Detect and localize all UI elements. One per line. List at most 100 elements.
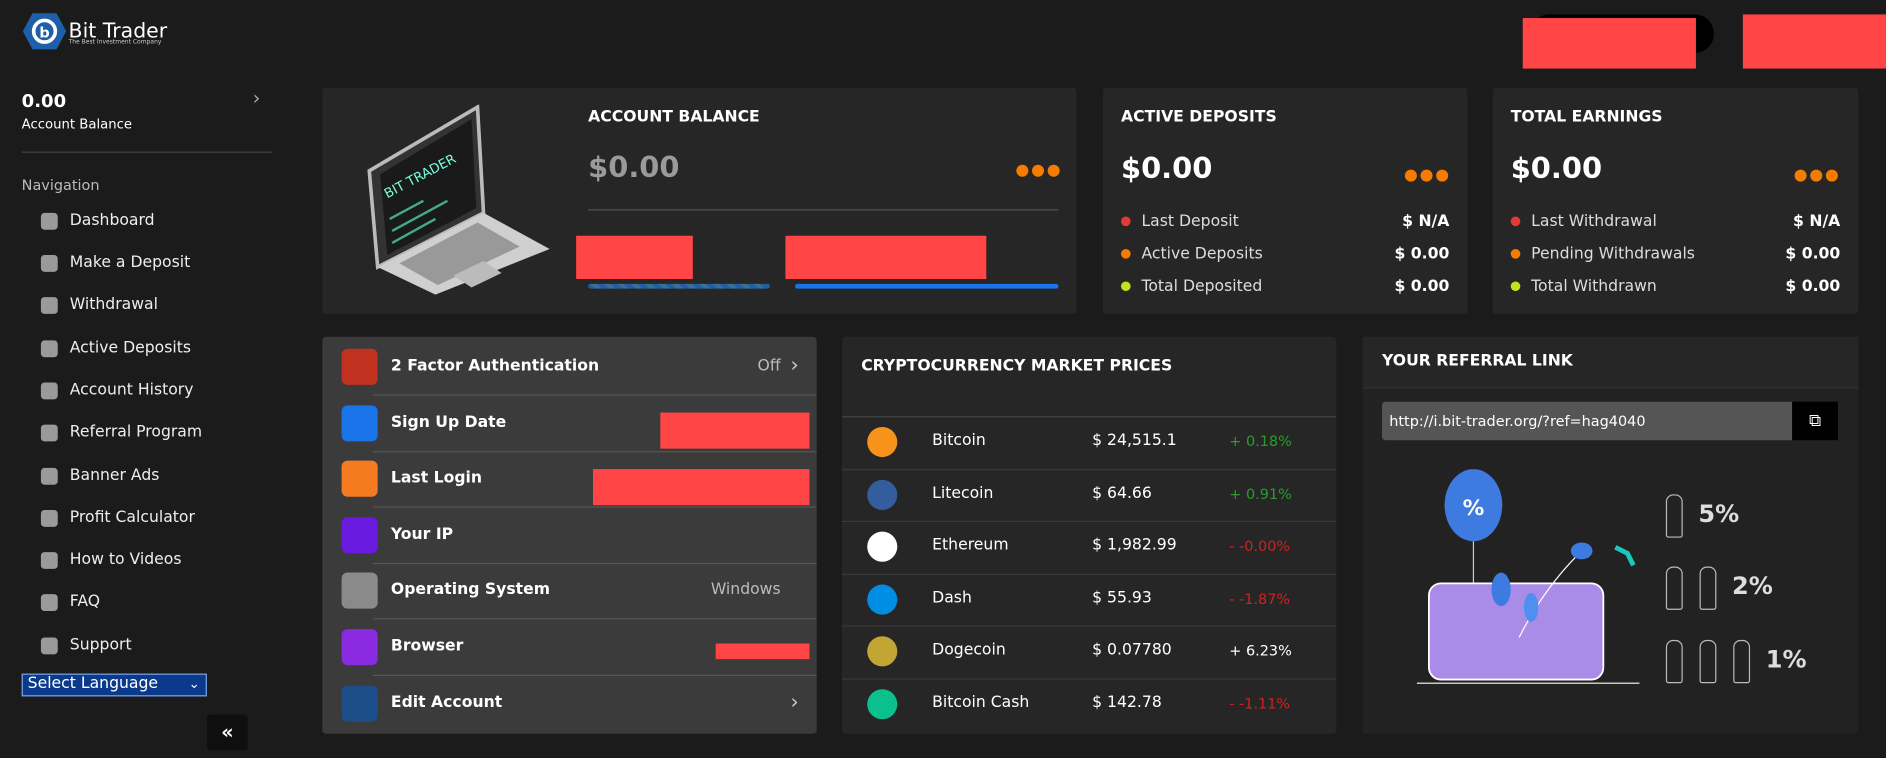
card-header bbox=[1362, 336, 1859, 389]
nav-item[interactable]: Active Deposits bbox=[69, 339, 192, 358]
row-divider bbox=[841, 573, 1337, 575]
total-earnings-card: TOTAL EARNINGS $0.00 Last Withdrawal $ N/A P… bbox=[1492, 87, 1859, 314]
svg-text:b: b bbox=[39, 25, 49, 41]
coin-change: - -0.00% bbox=[1229, 537, 1291, 555]
nav-icon bbox=[40, 552, 58, 569]
row-label[interactable]: Edit Account bbox=[390, 693, 503, 712]
coin-icon bbox=[867, 584, 898, 615]
coin-icon bbox=[867, 479, 898, 510]
nav-icon bbox=[40, 424, 58, 442]
logo-icon: b bbox=[22, 13, 67, 50]
language-select[interactable]: Select Language ⌄ bbox=[21, 673, 207, 697]
chevron[interactable]: › bbox=[252, 86, 261, 110]
nav-icon bbox=[40, 297, 58, 314]
row-label: 2 Factor Authentication bbox=[390, 357, 600, 376]
copy-button[interactable]: ⧉ bbox=[1792, 401, 1838, 441]
redaction bbox=[576, 235, 693, 280]
person-icon bbox=[1699, 566, 1717, 610]
referral-link: http://i.bit-trader.org/?ref=hag4040 bbox=[1389, 412, 1646, 430]
row-label: Active Deposits bbox=[1141, 245, 1263, 264]
brand-tagline: The Best Investment Company bbox=[68, 38, 162, 46]
referral-card: YOUR REFERRAL LINK http://i.bit-trader.o… bbox=[1362, 336, 1859, 734]
divider bbox=[21, 151, 272, 153]
redaction bbox=[660, 412, 810, 449]
nav-item[interactable]: Support bbox=[69, 636, 132, 655]
status-dot bbox=[1510, 281, 1521, 292]
nav-item[interactable]: Make a Deposit bbox=[69, 253, 191, 272]
svg-text:%: % bbox=[1463, 496, 1485, 521]
row-icon bbox=[341, 629, 378, 666]
row-label: Your IP bbox=[390, 525, 454, 544]
coin-name: Litecoin bbox=[932, 484, 994, 503]
row-label: Sign Up Date bbox=[390, 413, 507, 432]
card-title: ACTIVE DEPOSITS bbox=[1121, 108, 1277, 127]
divider bbox=[588, 209, 1059, 211]
nav-icon bbox=[40, 212, 58, 230]
menu-dots[interactable] bbox=[1404, 164, 1452, 187]
row-chevron: › bbox=[790, 353, 799, 378]
laptop-illustration: BIT TRADER bbox=[367, 104, 550, 295]
row-label: Operating System bbox=[390, 581, 551, 600]
nav-icon bbox=[40, 340, 58, 358]
card-amount: $0.00 bbox=[1121, 151, 1213, 186]
nav-item[interactable]: How to Videos bbox=[69, 550, 182, 569]
row-divider bbox=[841, 468, 1337, 470]
market-card: CRYPTOCURRENCY MARKET PRICES Bitcoin $ 24… bbox=[841, 336, 1337, 734]
coin-price: $ 1,982.99 bbox=[1092, 536, 1177, 555]
referral-illustration: % bbox=[1416, 469, 1640, 684]
nav-heading: Navigation bbox=[21, 176, 100, 194]
row-icon bbox=[341, 460, 378, 497]
coin-name: Dogecoin bbox=[932, 641, 1006, 660]
nav-item[interactable]: Dashboard bbox=[69, 211, 155, 230]
row-value: Off bbox=[757, 357, 781, 376]
coin-price: $ 142.78 bbox=[1092, 694, 1162, 713]
status-dot bbox=[1510, 248, 1521, 259]
account-balance-card: BIT TRADER ACCOUNT BALANCE $0.00 bbox=[322, 87, 1077, 314]
nav-icon bbox=[40, 254, 58, 272]
coin-change: + 0.91% bbox=[1229, 485, 1292, 503]
status-dot bbox=[1121, 281, 1131, 292]
referral-input[interactable]: http://i.bit-trader.org/?ref=hag4040 bbox=[1382, 401, 1793, 441]
row-divider bbox=[372, 562, 817, 564]
card-title: YOUR REFERRAL LINK bbox=[1382, 352, 1573, 371]
nav-item[interactable]: FAQ bbox=[69, 592, 101, 612]
language-label: Select Language bbox=[27, 674, 159, 693]
row-icon bbox=[341, 685, 378, 722]
coin-icon bbox=[867, 689, 898, 720]
collapse-button[interactable]: « bbox=[206, 714, 248, 751]
row-label: Last Withdrawal bbox=[1531, 212, 1657, 231]
redaction bbox=[715, 643, 810, 660]
row-value: Windows bbox=[710, 581, 781, 600]
nav-item[interactable]: Referral Program bbox=[69, 423, 203, 442]
row-value: $ 0.00 bbox=[1394, 245, 1450, 264]
coin-price: $ 55.93 bbox=[1092, 589, 1152, 608]
nav-icon bbox=[40, 594, 58, 612]
nav-item[interactable]: Account History bbox=[69, 381, 194, 400]
row-divider bbox=[841, 521, 1337, 523]
header-divider bbox=[841, 416, 1337, 418]
nav-item[interactable]: Withdrawal bbox=[69, 295, 158, 314]
security-card: 2 Factor Authentication Off › Sign Up Date L… bbox=[322, 336, 817, 734]
row-icon bbox=[341, 516, 378, 554]
card-title: CRYPTOCURRENCY MARKET PRICES bbox=[861, 357, 1173, 376]
nav-item[interactable]: Banner Ads bbox=[69, 466, 160, 485]
row-divider bbox=[841, 625, 1337, 628]
person-icon bbox=[1665, 639, 1683, 684]
menu-dots[interactable] bbox=[1016, 159, 1063, 182]
row-icon bbox=[341, 404, 378, 441]
coin-name: Bitcoin Cash bbox=[932, 694, 1030, 713]
person-icon bbox=[1699, 639, 1717, 684]
active-deposits-card: ACTIVE DEPOSITS $0.00 Last Deposit $ N/A Act… bbox=[1102, 87, 1468, 314]
status-dot bbox=[1510, 216, 1521, 227]
progress-bar bbox=[588, 283, 770, 289]
row-label: Last Login bbox=[390, 469, 483, 488]
menu-dots[interactable] bbox=[1794, 164, 1842, 187]
coin-price: $ 64.66 bbox=[1092, 484, 1152, 503]
coin-icon bbox=[867, 636, 898, 667]
dropdown-arrow: ⌄ bbox=[188, 675, 200, 692]
redaction bbox=[1522, 18, 1696, 69]
row-divider bbox=[841, 678, 1337, 680]
nav-item[interactable]: Profit Calculator bbox=[69, 508, 195, 527]
row-value: $ N/A bbox=[1793, 212, 1841, 231]
